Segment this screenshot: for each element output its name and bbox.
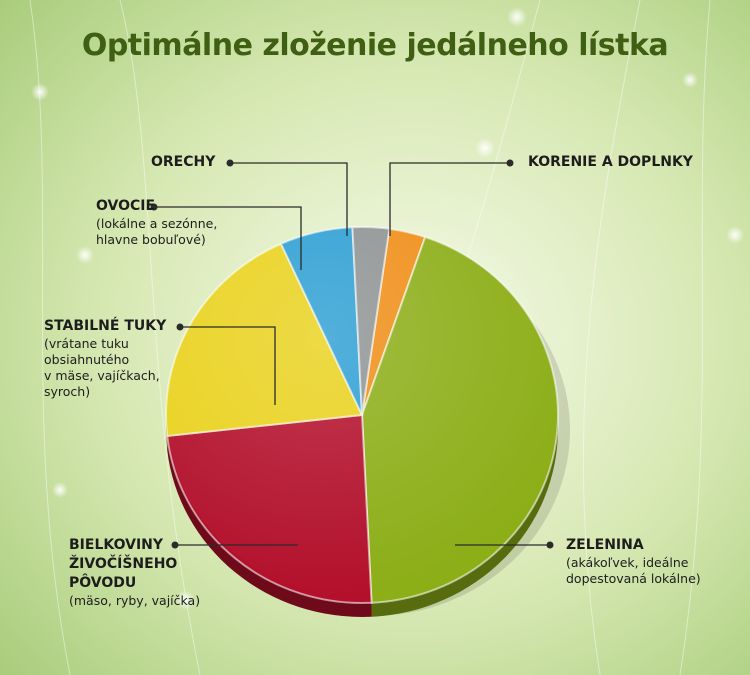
label-korenie: KORENIE A DOPLNKY	[528, 153, 693, 172]
label-zelenina: ZELENINA (akákoľvek, ideálne dopestovaná…	[566, 536, 701, 587]
label-tuky-desc-line: (vrátane tuku	[44, 336, 129, 351]
leader-dot-tuky	[176, 323, 184, 331]
label-tuky-desc: (vrátane tuku obsiahnutého v mäse, vajíč…	[44, 336, 166, 400]
chart-title: Optimálne zloženie jedálneho lístka	[81, 28, 669, 63]
leader-dot-ovocie	[150, 203, 158, 211]
leader-dot-bielkoviny	[171, 541, 179, 549]
leader-dot-korenie	[506, 159, 514, 167]
label-ovocie-desc-line: hlavne bobuľové)	[96, 232, 206, 247]
label-tuky-desc-line: syroch)	[44, 384, 91, 399]
leader-korenie	[389, 162, 510, 236]
leader-ovocie	[154, 206, 302, 270]
leader-tuky	[180, 326, 276, 405]
label-ovocie-desc: (lokálne a sezónne, hlavne bobuľové)	[96, 216, 217, 248]
label-ovocie: OVOCIE (lokálne a sezónne, hlavne bobuľo…	[96, 197, 217, 248]
leader-lines	[154, 162, 550, 546]
label-bielkoviny-name-line: PÔVODU	[69, 575, 137, 591]
label-bielkoviny-name-line: BIELKOVINY	[69, 537, 164, 553]
label-zelenina-desc: (akákoľvek, ideálne dopestovaná lokálne)	[566, 555, 701, 587]
label-tuky-desc-line: v mäse, vajíčkach,	[44, 368, 160, 383]
label-zelenina-desc-line: (akákoľvek, ideálne	[566, 555, 689, 570]
label-orechy-name: ORECHY	[151, 154, 216, 170]
label-bielkoviny: BIELKOVINY ŽIVOČÍŠNEHO PÔVODU (mäso, ryb…	[69, 536, 200, 609]
label-tuky: STABILNÉ TUKY (vrátane tuku obsiahnutého…	[44, 317, 166, 400]
leader-orechy	[230, 162, 348, 236]
label-zelenina-desc-line: dopestovaná lokálne)	[566, 571, 701, 586]
label-tuky-desc-line: obsiahnutého	[44, 352, 130, 367]
label-korenie-name: KORENIE A DOPLNKY	[528, 154, 693, 170]
label-bielkoviny-name-line: ŽIVOČÍŠNEHO	[69, 556, 178, 572]
label-orechy: ORECHY	[151, 153, 215, 172]
label-ovocie-name: OVOCIE	[96, 198, 156, 214]
label-zelenina-name: ZELENINA	[566, 537, 644, 553]
leader-dot-zelenina	[546, 541, 554, 549]
leader-dot-orechy	[226, 159, 234, 167]
pie-slices	[165, 226, 559, 604]
label-bielkoviny-desc: (mäso, ryby, vajíčka)	[69, 593, 201, 608]
label-bielkoviny-name: BIELKOVINY ŽIVOČÍŠNEHO PÔVODU	[69, 536, 200, 593]
label-ovocie-desc-line: (lokálne a sezónne,	[96, 216, 218, 231]
label-tuky-name: STABILNÉ TUKY	[44, 318, 167, 334]
